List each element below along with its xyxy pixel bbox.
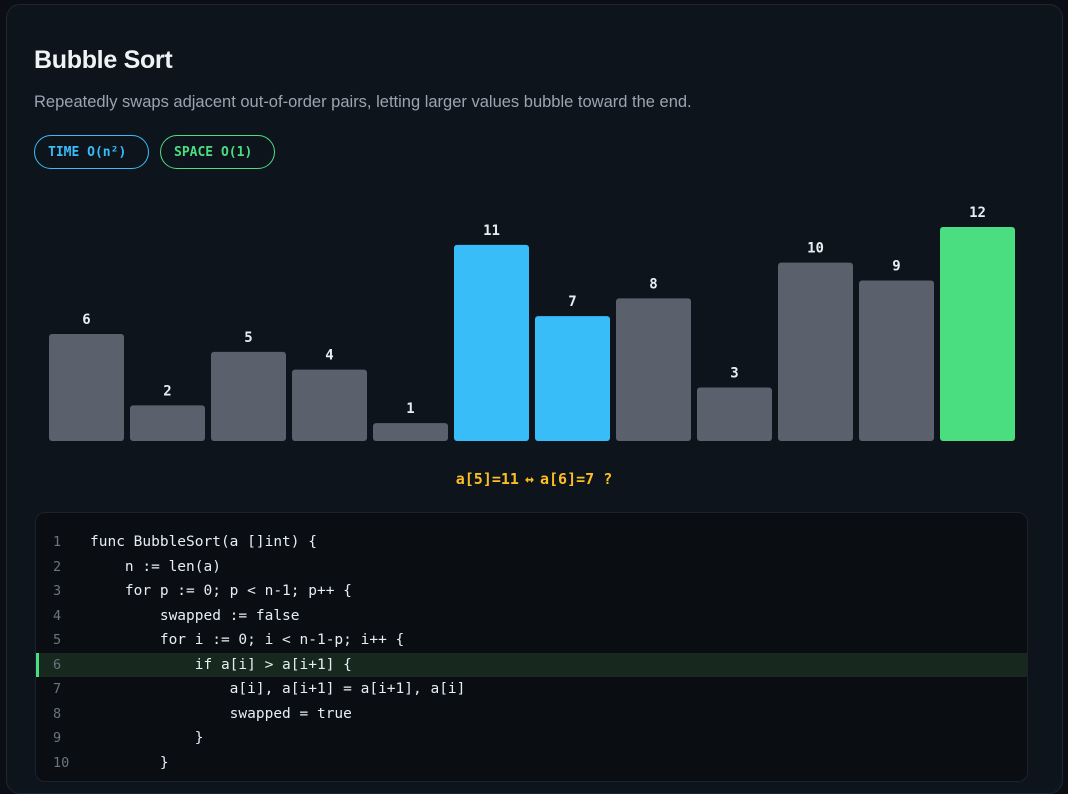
code-line: 1 func BubbleSort(a []int) {	[36, 530, 1027, 554]
code-text: swapped = true	[90, 705, 352, 722]
compare-left-value: a[5]=11	[455, 470, 519, 488]
code-text: func BubbleSort(a []int) {	[90, 534, 317, 550]
bar	[130, 405, 205, 441]
array-bar-chart: 6 2 5 4 1 11 7 8 3 10 9 12	[0, 190, 1068, 450]
code-line: 3 for p := 0; p < n-1; p++ {	[36, 579, 1027, 603]
bar-value-label: 4	[325, 348, 333, 364]
code-line: 2 n := len(a)	[36, 555, 1027, 579]
bar	[535, 316, 610, 441]
bar-value-label: 6	[82, 312, 90, 328]
code-line: 5 for i := 0; i < n-1-p; i++ {	[36, 628, 1027, 652]
bar-value-label: 8	[649, 276, 657, 292]
bar	[373, 423, 448, 441]
bar-value-label: 10	[807, 241, 824, 257]
line-number: 1	[53, 534, 62, 550]
code-panel: 1 func BubbleSort(a []int) { 2 n := len(a)…	[35, 512, 1028, 782]
code-text: }	[90, 730, 204, 746]
line-number: 9	[53, 730, 62, 746]
bar-value-label: 7	[568, 294, 576, 310]
bar	[49, 334, 124, 441]
line-number: 10	[53, 754, 70, 771]
line-number: 7	[53, 681, 62, 697]
bar-value-label: 11	[483, 223, 500, 239]
bar	[454, 244, 529, 441]
bar-value-label: 12	[969, 205, 986, 221]
code-line: 4 swapped := false	[36, 604, 1027, 628]
line-number: 3	[53, 583, 62, 599]
bar-value-label: 1	[406, 401, 414, 417]
bar-value-label: 3	[730, 366, 738, 382]
comparison-indicator: a[5]=11 ↔ a[6]=7 ?	[0, 470, 1068, 488]
bar	[940, 227, 1015, 441]
code-text: }	[90, 754, 169, 771]
bar-value-label: 5	[244, 330, 252, 346]
code-text: a[i], a[i+1] = a[i+1], a[i]	[90, 681, 466, 697]
time-complexity-badge: TIME O(n²)	[34, 135, 149, 169]
line-number: 2	[53, 558, 62, 575]
code-text: swapped := false	[90, 607, 300, 624]
code-line: 9 }	[36, 726, 1027, 750]
algorithm-description: Repeatedly swaps adjacent out-of-order p…	[34, 93, 692, 111]
code-text: for i := 0; i < n-1-p; i++ {	[90, 632, 405, 648]
code-line: 7 a[i], a[i+1] = a[i+1], a[i]	[36, 677, 1027, 701]
line-number: 6	[53, 656, 62, 673]
code-text: n := len(a)	[90, 558, 221, 575]
bar-value-label: 2	[163, 383, 171, 399]
code-line: 8 swapped = true	[36, 702, 1027, 726]
space-complexity-badge: SPACE O(1)	[160, 135, 275, 169]
compare-right-value: a[6]=7 ?	[540, 470, 613, 488]
bar	[859, 280, 934, 441]
bar	[778, 262, 853, 441]
code-text: if a[i] > a[i+1] {	[90, 656, 352, 673]
code-line-active: 6 if a[i] > a[i+1] {	[36, 652, 1027, 677]
line-number: 8	[53, 705, 62, 722]
line-number: 5	[53, 632, 62, 648]
bar	[697, 387, 772, 441]
bar-value-label: 9	[892, 259, 900, 275]
code-text: for p := 0; p < n-1; p++ {	[90, 583, 352, 599]
page-title: Bubble Sort	[34, 46, 173, 74]
line-number: 4	[53, 607, 62, 624]
code-line: 10 }	[36, 751, 1027, 775]
swap-arrow-icon: ↔	[524, 470, 534, 488]
bar	[292, 369, 367, 441]
bar	[211, 351, 286, 441]
bar	[616, 298, 691, 441]
